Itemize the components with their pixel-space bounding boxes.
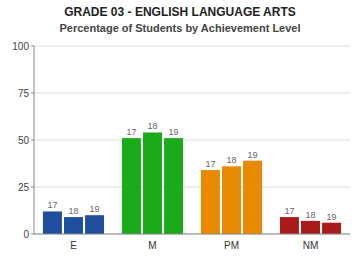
x-tick-label: PM [224,240,239,251]
bar [243,161,262,234]
x-tick-label: M [148,240,156,251]
bar-label: 17 [284,206,294,216]
x-tick-label: NM [303,240,319,251]
subtitle: Percentage of Students by Achievement Le… [59,22,300,34]
bar [201,170,220,234]
chart: GRADE 03 - ENGLISH LANGUAGE ARTS Percenta… [0,0,360,260]
x-axis [34,234,350,235]
bar [322,223,341,234]
bar [280,217,299,234]
bar-label: 18 [305,210,315,220]
bar-label: 17 [205,159,215,169]
bar [43,211,62,234]
bar-label: 17 [126,127,136,137]
bar-labels: 17 17 17 17 18 18 18 18 19 19 19 19 [47,121,336,221]
grid-line [34,187,350,188]
title: GRADE 03 - ENGLISH LANGUAGE ARTS [64,5,296,19]
bar-label: 18 [147,121,157,131]
grid-line [34,46,350,47]
bar [164,138,183,234]
bar [222,166,241,234]
bars [43,132,341,234]
x-tick-label: E [70,240,77,251]
bar-label: 19 [90,204,100,214]
bar [301,221,320,234]
bar [143,132,162,234]
grid [34,46,350,234]
bar-label: 17 [47,200,57,210]
bar-label: 18 [226,155,236,165]
bar-label: 19 [248,150,258,160]
y-tick-label: 25 [18,182,30,193]
y-tick-label: 75 [18,88,30,99]
bar-label: 19 [169,127,179,137]
bar [85,215,104,234]
bar [122,138,141,234]
y-tick-label: 50 [18,135,30,146]
grid-line [34,234,350,235]
grid-line [34,93,350,94]
grid-line [34,140,350,141]
bar [64,217,83,234]
y-tick-label: 0 [23,229,29,240]
y-axis [34,46,35,234]
y-tick-label: 100 [12,41,29,52]
bar-label: 19 [327,212,337,222]
bar-label: 18 [68,206,78,216]
